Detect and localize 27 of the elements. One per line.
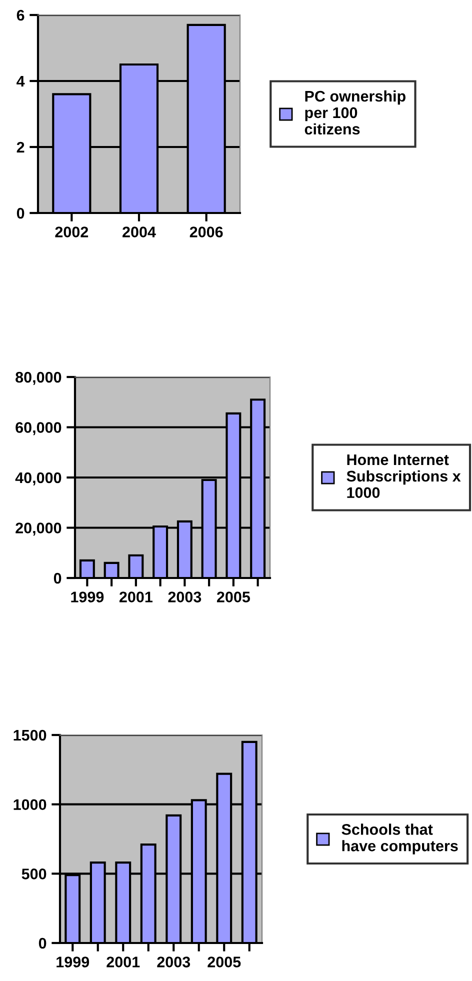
y-tick-label: 0 bbox=[16, 208, 24, 219]
x-tick-label: 2003 bbox=[157, 956, 190, 968]
legend-label: Schools that have computers bbox=[342, 824, 458, 854]
x-tick-label: 2001 bbox=[119, 592, 153, 602]
x-tick-label: 1999 bbox=[56, 956, 90, 968]
y-tick-label: 20,000 bbox=[16, 522, 62, 536]
x-tick-label: 2006 bbox=[190, 226, 223, 238]
y-tick-label: 1500 bbox=[14, 730, 46, 741]
y-tick-label: 60,000 bbox=[16, 422, 62, 436]
legend-label: PC ownership per 100 citizens bbox=[304, 90, 406, 135]
x-tick-label: 2004 bbox=[122, 226, 156, 238]
y-tick-label: 1000 bbox=[14, 799, 46, 810]
x-tick-label: 2005 bbox=[216, 592, 250, 602]
y-tick-label: 0 bbox=[54, 572, 62, 584]
y-tick-label: 80,000 bbox=[16, 372, 62, 385]
x-tick-label: 2005 bbox=[208, 956, 241, 968]
y-tick-label: 4 bbox=[16, 76, 25, 87]
x-tick-label: 2001 bbox=[106, 956, 140, 968]
y-tick-label: 40,000 bbox=[15, 472, 62, 486]
y-tick-label: 500 bbox=[22, 868, 46, 880]
x-tick-label: 1999 bbox=[71, 592, 104, 602]
y-tick-label: 6 bbox=[16, 10, 24, 21]
y-tick-label: 0 bbox=[38, 938, 46, 949]
legend-label: Home Internet Subscriptions x 1000 bbox=[346, 454, 461, 498]
x-tick-label: 2003 bbox=[168, 592, 202, 602]
x-tick-label: 2002 bbox=[55, 226, 88, 238]
y-tick-label: 2 bbox=[16, 142, 24, 153]
